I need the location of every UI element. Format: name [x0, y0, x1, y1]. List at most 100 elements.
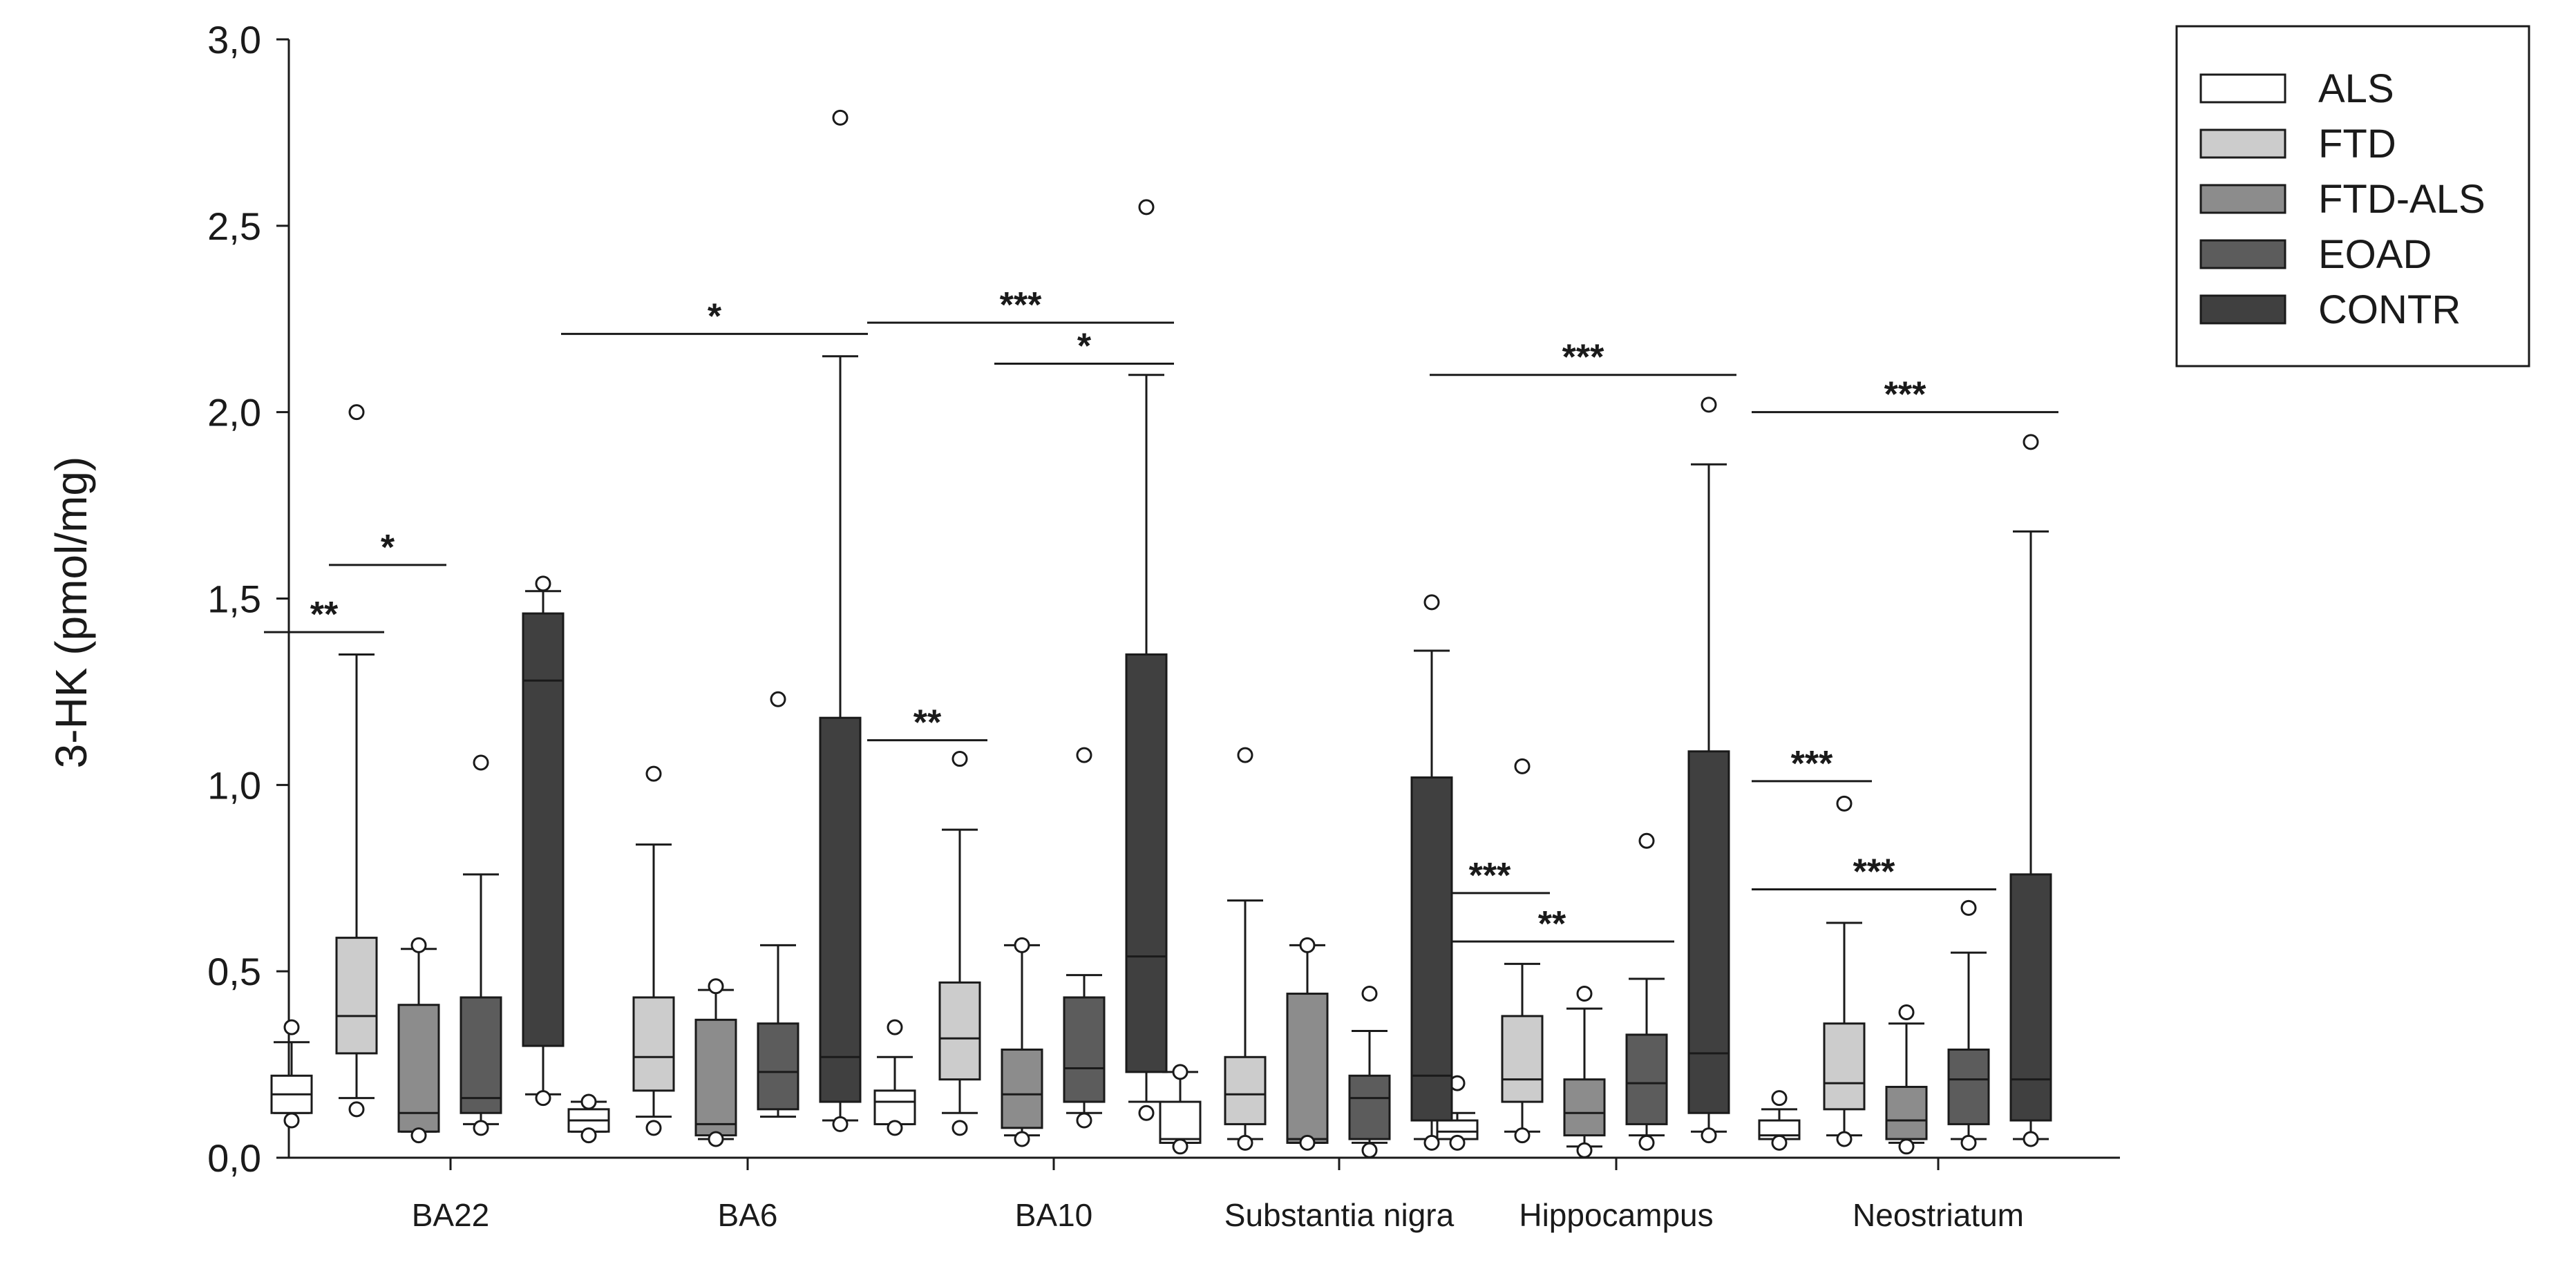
outlier-point	[1423, 1134, 1440, 1151]
outlier-point	[580, 1127, 597, 1144]
outlier-point	[1836, 1131, 1853, 1147]
outlier-point	[1960, 899, 1977, 916]
outlier-point	[283, 1019, 300, 1035]
box-iqr	[1823, 1022, 1866, 1111]
x-tick-label: Neostriatum	[1853, 1197, 2024, 1233]
box-eoad-2	[1063, 747, 1106, 1129]
outlier-point	[1514, 758, 1531, 774]
significance-label: **	[1538, 904, 1566, 944]
outlier-point	[580, 1093, 597, 1110]
x-tick-label: BA22	[412, 1197, 490, 1233]
outlier-point	[1449, 1134, 1466, 1151]
box-eoad-1	[757, 691, 799, 1118]
outlier-point	[1172, 1064, 1188, 1080]
outlier-point	[708, 1131, 724, 1147]
legend-swatch-als	[2199, 73, 2286, 104]
box-ftd-5	[1823, 795, 1866, 1147]
outlier-point	[1638, 1134, 1655, 1151]
outlier-point	[1960, 1134, 1977, 1151]
outlier-point	[770, 691, 786, 707]
box-plots	[270, 109, 2052, 1158]
x-tick-label: Hippocampus	[1519, 1197, 1713, 1233]
box-iqr	[1563, 1078, 1606, 1137]
outlier-point	[887, 1019, 903, 1035]
box-als-4	[1436, 1075, 1479, 1151]
box-iqr	[632, 996, 675, 1092]
outlier-point	[832, 109, 849, 126]
outlier-point	[410, 1127, 427, 1144]
outlier-point	[1836, 795, 1853, 812]
outlier-point	[1237, 1134, 1253, 1151]
box-iqr	[819, 716, 862, 1103]
box-contr-5	[2009, 434, 2052, 1147]
outlier-point	[951, 1120, 968, 1136]
y-tick-label: 1,0	[207, 763, 261, 807]
significance-label: ***	[1469, 856, 1511, 896]
outlier-point	[645, 765, 662, 782]
outlier-point	[1299, 1134, 1316, 1151]
outlier-point	[1138, 199, 1155, 216]
legend-swatch-eoad	[2199, 239, 2286, 269]
legend-label-eoad: EOAD	[2318, 232, 2432, 277]
outlier-point	[283, 1112, 300, 1129]
outlier-point	[708, 978, 724, 995]
x-tick-label: BA10	[1015, 1197, 1093, 1233]
box-iqr	[1947, 1048, 1990, 1125]
outlier-point	[410, 937, 427, 953]
legend-swatch-ftd-als	[2199, 184, 2286, 214]
box-ftd-als-1	[694, 978, 737, 1147]
box-iqr	[397, 1004, 440, 1133]
outlier-point	[832, 1116, 849, 1132]
outlier-point	[2023, 434, 2039, 450]
box-ftd-2	[938, 751, 981, 1136]
y-tick-label: 2,0	[207, 391, 261, 434]
legend-label-ftd: FTD	[2318, 122, 2396, 166]
legend-label-ftd-als: FTD-ALS	[2318, 177, 2485, 222]
outlier-point	[1576, 986, 1593, 1002]
box-iqr	[1348, 1074, 1391, 1140]
outlier-point	[348, 404, 365, 421]
box-iqr	[1159, 1100, 1202, 1144]
box-iqr	[757, 1022, 799, 1111]
outlier-point	[1237, 747, 1253, 763]
box-iqr	[522, 612, 565, 1047]
outlier-point	[473, 1120, 489, 1136]
significance-label: ***	[1884, 375, 1926, 415]
outlier-point	[1771, 1090, 1788, 1107]
x-tick-label: Substantia nigra	[1224, 1197, 1455, 1233]
box-iqr	[938, 981, 981, 1081]
legend-label-contr: CONTR	[2318, 287, 2461, 332]
significance-annotations: **** ***********************	[264, 285, 2058, 944]
box-eoad-5	[1947, 899, 1990, 1151]
y-tick-label: 1,5	[207, 577, 261, 621]
significance-label: **	[913, 703, 942, 743]
significance-label: ***	[1853, 852, 1895, 892]
y-tick-label: 0,5	[207, 950, 261, 993]
outlier-point	[1638, 832, 1655, 849]
outlier-point	[473, 754, 489, 771]
box-eoad-4	[1625, 832, 1668, 1151]
x-tick-label: BA6	[718, 1197, 778, 1233]
significance-label: *	[381, 528, 395, 568]
box-iqr	[335, 937, 378, 1055]
box-als-0	[270, 1019, 313, 1129]
significance-label: *	[708, 296, 722, 336]
outlier-point	[1172, 1138, 1188, 1155]
outlier-point	[2023, 1131, 2039, 1147]
box-iqr	[873, 1089, 916, 1125]
box-contr-1	[819, 109, 862, 1132]
outlier-point	[1014, 1131, 1030, 1147]
box-iqr	[460, 996, 502, 1114]
legend-label-als: ALS	[2318, 66, 2394, 111]
box-ftd-als-4	[1563, 986, 1606, 1158]
significance-label: ***	[1791, 744, 1833, 784]
box-ftd-0	[335, 404, 378, 1118]
box-ftd-als-0	[397, 937, 440, 1144]
outlier-point	[1576, 1142, 1593, 1158]
box-ftd-3	[1224, 747, 1267, 1151]
outlier-point	[1076, 747, 1092, 763]
outlier-point	[1361, 1142, 1378, 1158]
box-ftd-4	[1501, 758, 1544, 1144]
box-iqr	[1286, 993, 1329, 1144]
